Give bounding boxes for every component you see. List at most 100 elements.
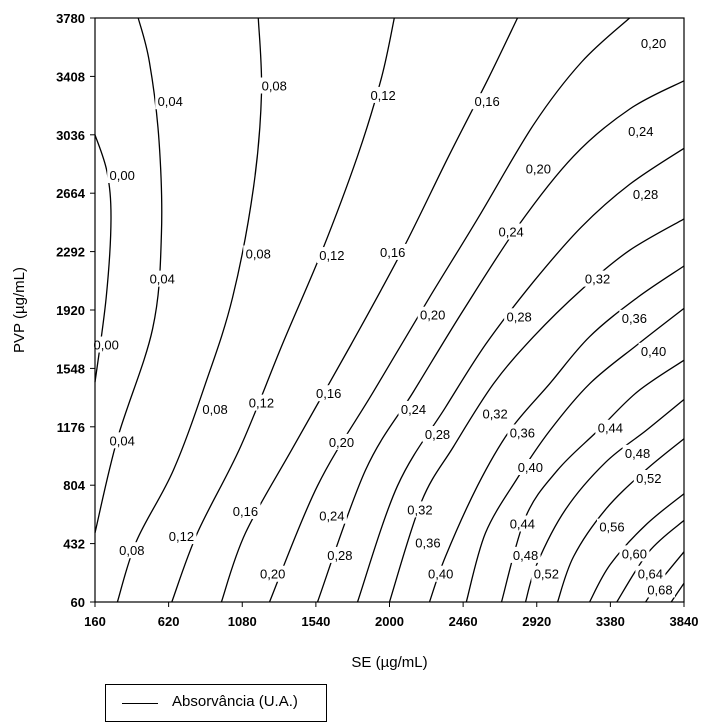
contour-label-group: 0,44	[507, 515, 538, 532]
contour-label-group: 0,16	[472, 93, 503, 110]
contour-label-group: 0,24	[398, 400, 429, 417]
contour-label-bg	[107, 432, 138, 449]
contour-label-group: 0,48	[510, 546, 541, 563]
contour-label-bg	[259, 77, 290, 94]
contour-label: 0,12	[319, 248, 344, 263]
contours-layer	[94, 17, 685, 603]
x-tick-label: 620	[158, 614, 180, 629]
contour-label: 0,36	[622, 311, 647, 326]
legend-label: Absorvância (U.A.)	[172, 693, 298, 710]
contour-label-group: 0,08	[243, 245, 274, 262]
contour-label-bg	[147, 270, 178, 287]
contour-label-bg	[404, 501, 435, 518]
contour-label: 0,16	[316, 386, 341, 401]
contour-label: 0,36	[415, 535, 440, 550]
contour-label: 0,48	[513, 548, 538, 563]
y-axis-title: PVP (µg/mL)	[11, 267, 28, 353]
contour-label-bg	[398, 400, 429, 417]
x-tick-label: 3840	[670, 614, 699, 629]
contour-label: 0,68	[647, 582, 672, 597]
contour-label: 0,12	[169, 529, 194, 544]
contour-label: 0,24	[498, 225, 523, 240]
contour-label-bg	[480, 405, 511, 422]
contour-label-group: 0,20	[523, 160, 554, 177]
contour-label-group: 0,12	[368, 86, 399, 103]
contour-label: 0,36	[510, 425, 535, 440]
contour-label: 0,04	[150, 272, 175, 287]
contour-label-bg	[368, 86, 399, 103]
contour-label-bg	[504, 308, 535, 325]
contour-label: 0,20	[641, 36, 666, 51]
contour-label-group: 0,36	[619, 309, 650, 326]
contour-label-group: 0,12	[316, 247, 347, 264]
contour-label-bg	[595, 419, 626, 436]
contour-label: 0,40	[428, 567, 453, 582]
contour-label: 0,40	[518, 460, 543, 475]
y-tick-label: 3780	[56, 11, 85, 26]
contour-label: 0,28	[506, 309, 531, 324]
contour-line-0-24	[316, 80, 685, 603]
contour-line-0-28	[356, 147, 685, 603]
contour-label: 0,60	[622, 546, 647, 561]
contour-label: 0,20	[420, 308, 445, 323]
contour-label: 0,12	[249, 396, 274, 411]
contour-label-bg	[91, 336, 122, 353]
contour-label: 0,08	[119, 543, 144, 558]
contour-label-bg	[635, 565, 666, 582]
contour-label-group: 0,04	[147, 270, 178, 287]
contour-label-group: 0,24	[625, 123, 656, 140]
contour-label: 0,48	[625, 446, 650, 461]
contour-label-group: 0,12	[166, 528, 197, 545]
contour-label-group: 0,32	[582, 270, 613, 287]
contour-label-bg	[324, 546, 355, 563]
contour-label-group: 0,56	[596, 518, 627, 535]
contour-label-bg	[155, 93, 186, 110]
contour-label-group: 0,08	[116, 542, 147, 559]
contour-label-bg	[316, 247, 347, 264]
contour-line-0-36	[428, 265, 685, 603]
x-tick-label: 160	[84, 614, 106, 629]
contour-label-group: 0,20	[638, 35, 669, 52]
contour-label-bg	[200, 400, 231, 417]
contour-label-bg	[257, 565, 288, 582]
contour-label-group: 0,20	[257, 565, 288, 582]
contour-line-0-68	[670, 582, 685, 603]
contour-label-bg	[619, 545, 650, 562]
contour-label: 0,04	[110, 433, 135, 448]
contour-label-group: 0,08	[259, 77, 290, 94]
contour-line-0-00	[94, 134, 112, 383]
contour-label-group: 0,28	[630, 185, 661, 202]
contour-label: 0,28	[425, 427, 450, 442]
contour-label-group: 0,40	[515, 458, 546, 475]
y-tick-label: 60	[71, 595, 85, 610]
contour-label-group: 0,00	[91, 336, 122, 353]
contour-label: 0,16	[233, 504, 258, 519]
contour-label: 0,20	[329, 435, 354, 450]
contour-label-group: 0,32	[480, 405, 511, 422]
contour-label-bg	[531, 565, 562, 582]
contour-label: 0,52	[534, 567, 559, 582]
contour-label-bg	[230, 502, 261, 519]
contour-label: 0,20	[526, 162, 551, 177]
contour-label-bg	[316, 507, 347, 524]
x-tick-label: 3380	[596, 614, 625, 629]
contour-label-bg	[313, 385, 344, 402]
contour-label-bg	[633, 469, 664, 486]
contour-label-group: 0,52	[531, 565, 562, 582]
contour-label-group: 0,64	[635, 565, 666, 582]
contour-label-bg	[417, 306, 448, 323]
contour-label: 0,40	[641, 344, 666, 359]
contour-label-group: 0,36	[412, 534, 443, 551]
contour-label: 0,20	[260, 567, 285, 582]
contour-label-group: 0,04	[107, 432, 138, 449]
contour-line-0-52	[556, 438, 685, 603]
contour-label: 0,24	[401, 402, 426, 417]
y-tick-label: 1176	[57, 420, 85, 435]
contour-label-bg	[507, 515, 538, 532]
legend-line-swatch	[122, 703, 158, 704]
contour-line-0-20	[268, 17, 631, 603]
contour-label-bg	[515, 458, 546, 475]
contour-label-bg	[510, 546, 541, 563]
